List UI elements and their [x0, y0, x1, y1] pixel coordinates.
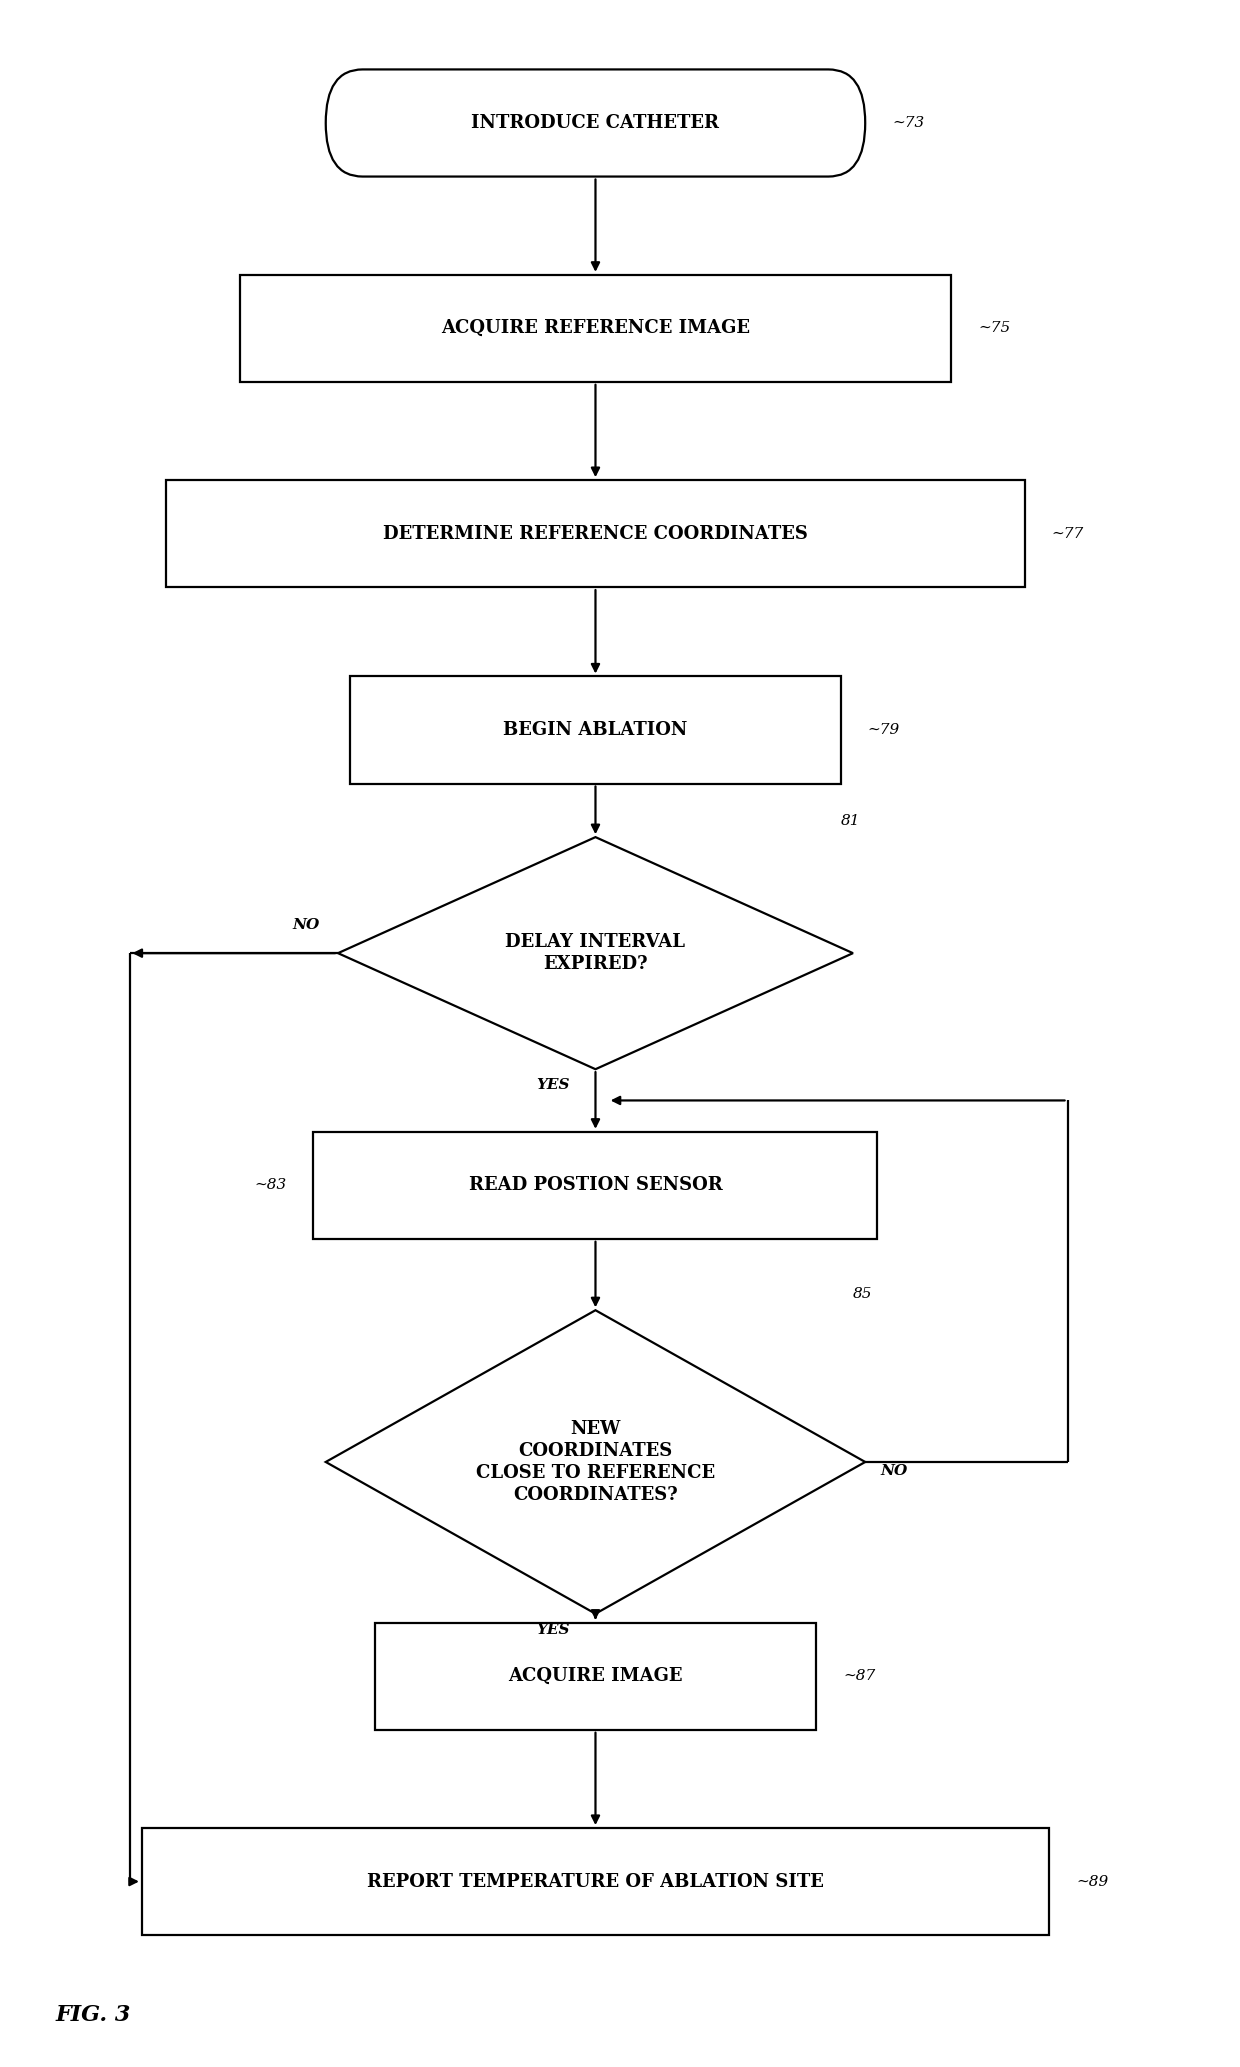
Text: ∼77: ∼77 — [1052, 527, 1084, 542]
Text: NO: NO — [880, 1463, 908, 1478]
Bar — [239, 275, 951, 382]
Bar — [166, 480, 1024, 587]
Text: ∼73: ∼73 — [893, 116, 925, 130]
Polygon shape — [339, 837, 853, 1069]
Text: DELAY INTERVAL
EXPIRED?: DELAY INTERVAL EXPIRED? — [506, 932, 686, 974]
Text: FIG. 3: FIG. 3 — [56, 2005, 131, 2026]
Text: ∼75: ∼75 — [978, 320, 1011, 335]
Polygon shape — [326, 1310, 866, 1614]
Text: NEW
COORDINATES
CLOSE TO REFERENCE
COORDINATES?: NEW COORDINATES CLOSE TO REFERENCE COORD… — [476, 1420, 715, 1505]
Text: ∼89: ∼89 — [1076, 1875, 1109, 1889]
Bar — [374, 1623, 816, 1730]
Text: REPORT TEMPERATURE OF ABLATION SITE: REPORT TEMPERATURE OF ABLATION SITE — [367, 1873, 823, 1891]
Text: DETERMINE REFERENCE COORDINATES: DETERMINE REFERENCE COORDINATES — [383, 525, 808, 544]
Text: 85: 85 — [853, 1288, 873, 1302]
Text: ∼83: ∼83 — [254, 1178, 286, 1193]
Text: NO: NO — [293, 918, 320, 932]
Bar — [141, 1827, 1049, 1935]
Text: ∼87: ∼87 — [843, 1670, 875, 1683]
Bar — [350, 676, 841, 783]
Bar — [314, 1133, 878, 1238]
Text: ACQUIRE REFERENCE IMAGE: ACQUIRE REFERENCE IMAGE — [441, 318, 750, 337]
Text: READ POSTION SENSOR: READ POSTION SENSOR — [469, 1176, 723, 1195]
Text: BEGIN ABLATION: BEGIN ABLATION — [503, 721, 688, 740]
FancyBboxPatch shape — [326, 70, 866, 176]
Text: YES: YES — [536, 1079, 569, 1091]
Text: 81: 81 — [841, 814, 861, 829]
Text: ∼79: ∼79 — [868, 723, 900, 738]
Text: YES: YES — [536, 1623, 569, 1637]
Text: ACQUIRE IMAGE: ACQUIRE IMAGE — [508, 1668, 683, 1685]
Text: INTRODUCE CATHETER: INTRODUCE CATHETER — [471, 114, 719, 132]
